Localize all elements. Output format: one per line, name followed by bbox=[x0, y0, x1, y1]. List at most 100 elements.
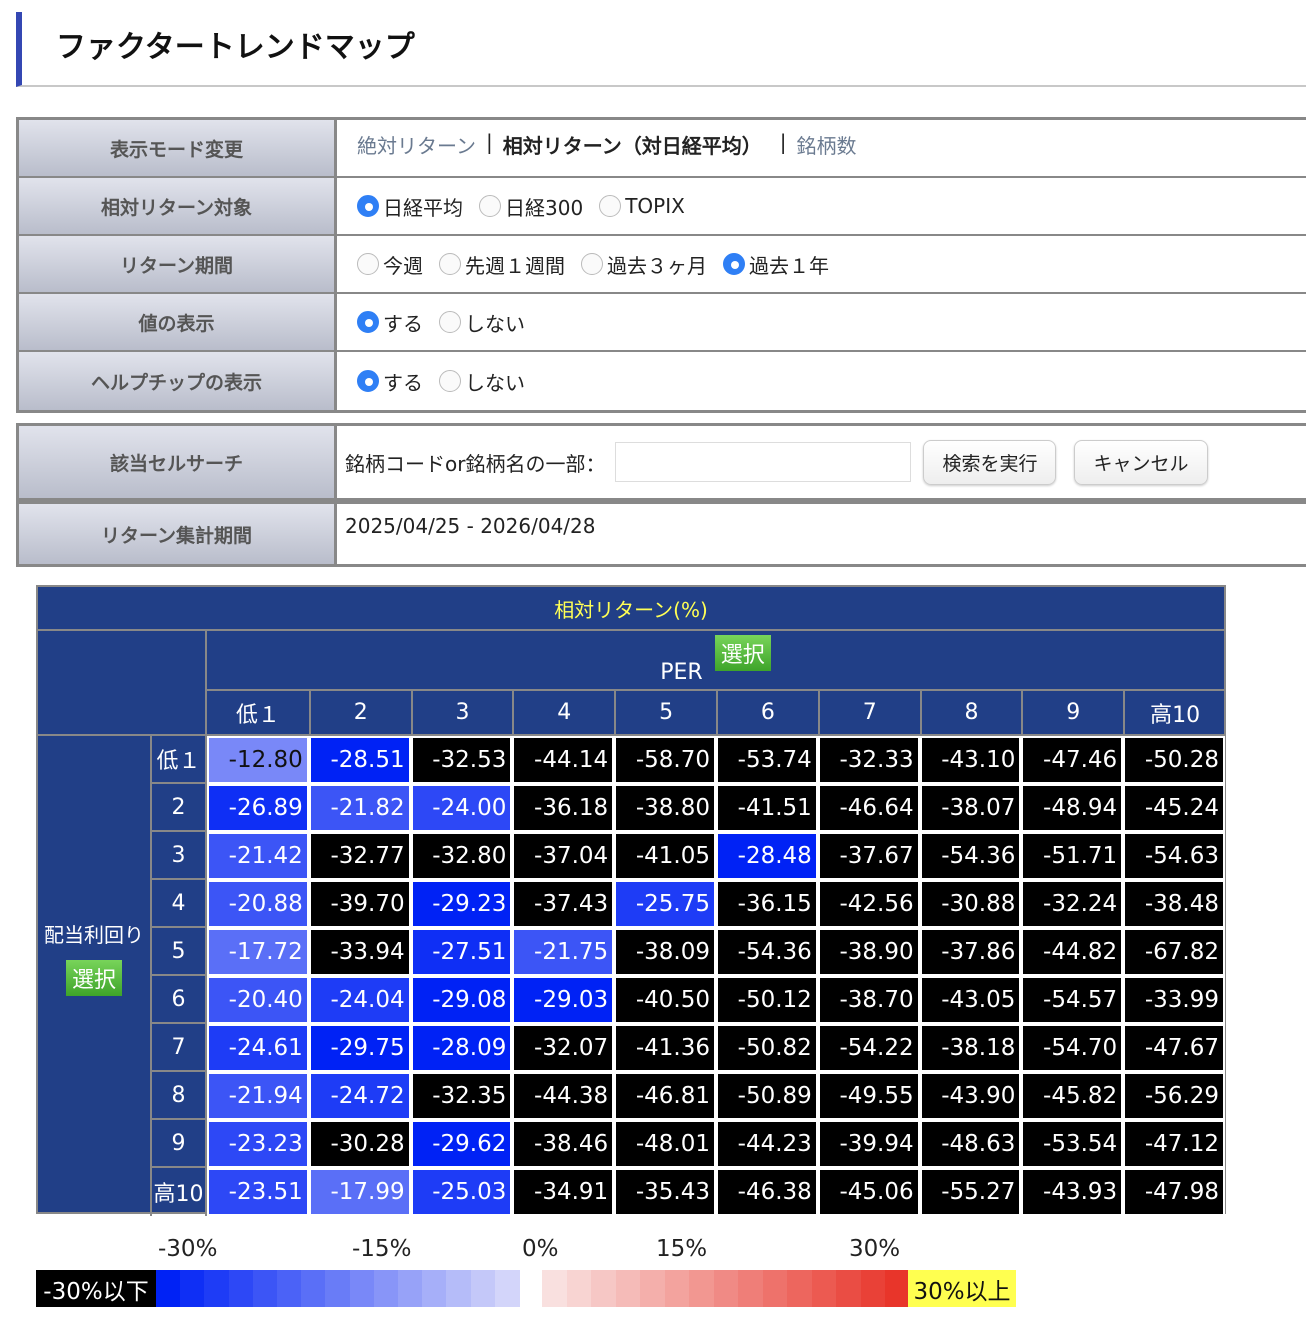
radio-button[interactable] bbox=[723, 253, 745, 275]
heatmap-cell[interactable]: -28.51 bbox=[308, 736, 411, 784]
heatmap-cell[interactable]: -23.23 bbox=[207, 1120, 309, 1168]
heatmap-cell[interactable]: -33.99 bbox=[1123, 976, 1225, 1024]
stock-count-link[interactable]: 銘柄数 bbox=[796, 134, 857, 158]
heatmap-cell[interactable]: -36.18 bbox=[512, 784, 615, 832]
heatmap-cell[interactable]: -37.43 bbox=[512, 880, 615, 928]
heatmap-cell[interactable]: -48.01 bbox=[614, 1120, 716, 1168]
heatmap-cell[interactable]: -38.48 bbox=[1123, 880, 1225, 928]
heatmap-cell[interactable]: -46.38 bbox=[716, 1168, 818, 1216]
period-radio-option[interactable]: 過去１年 bbox=[723, 250, 829, 279]
heatmap-cell[interactable]: -17.99 bbox=[308, 1168, 411, 1216]
heatmap-cell[interactable]: -32.35 bbox=[410, 1072, 513, 1120]
heatmap-cell[interactable]: -25.75 bbox=[614, 880, 716, 928]
heatmap-cell[interactable]: -24.72 bbox=[308, 1072, 411, 1120]
heatmap-cell[interactable]: -54.57 bbox=[1021, 976, 1124, 1024]
values-radio-option[interactable]: しない bbox=[439, 308, 525, 337]
heatmap-cell[interactable]: -58.70 bbox=[614, 736, 716, 784]
heatmap-cell[interactable]: -32.07 bbox=[512, 1024, 615, 1072]
heatmap-cell[interactable]: -23.51 bbox=[207, 1168, 309, 1216]
heatmap-cell[interactable]: -44.23 bbox=[716, 1120, 818, 1168]
heatmap-cell[interactable]: -30.88 bbox=[919, 880, 1022, 928]
heatmap-cell[interactable]: -21.75 bbox=[512, 928, 615, 976]
heatmap-cell[interactable]: -47.12 bbox=[1123, 1120, 1225, 1168]
heatmap-cell[interactable]: -21.82 bbox=[308, 784, 411, 832]
heatmap-cell[interactable]: -51.71 bbox=[1021, 832, 1124, 880]
radio-button[interactable] bbox=[357, 195, 379, 217]
heatmap-cell[interactable]: -21.42 bbox=[207, 832, 309, 880]
heatmap-cell[interactable]: -21.94 bbox=[207, 1072, 309, 1120]
heatmap-cell[interactable]: -41.05 bbox=[614, 832, 716, 880]
target-radio-option[interactable]: 日経300 bbox=[479, 192, 583, 221]
search-cancel-button[interactable]: キャンセル bbox=[1074, 439, 1208, 485]
heatmap-cell[interactable]: -17.72 bbox=[207, 928, 309, 976]
heatmap-cell[interactable]: -29.62 bbox=[410, 1120, 513, 1168]
heatmap-cell[interactable]: -29.08 bbox=[410, 976, 513, 1024]
heatmap-cell[interactable]: -50.12 bbox=[716, 976, 818, 1024]
heatmap-cell[interactable]: -40.50 bbox=[614, 976, 716, 1024]
heatmap-cell[interactable]: -38.07 bbox=[919, 784, 1022, 832]
period-radio-option[interactable]: 先週１週間 bbox=[439, 250, 565, 279]
heatmap-cell[interactable]: -67.82 bbox=[1123, 928, 1225, 976]
radio-button[interactable] bbox=[599, 195, 622, 217]
heatmap-cell[interactable]: -34.91 bbox=[512, 1168, 615, 1216]
heatmap-cell[interactable]: -38.09 bbox=[614, 928, 716, 976]
radio-button[interactable] bbox=[357, 370, 379, 392]
heatmap-cell[interactable]: -41.36 bbox=[614, 1024, 716, 1072]
heatmap-cell[interactable]: -48.94 bbox=[1021, 784, 1124, 832]
heatmap-cell[interactable]: -43.93 bbox=[1021, 1168, 1124, 1216]
radio-button[interactable] bbox=[439, 253, 461, 275]
radio-button[interactable] bbox=[357, 253, 379, 275]
heatmap-cell[interactable]: -38.80 bbox=[614, 784, 716, 832]
heatmap-cell[interactable]: -24.04 bbox=[308, 976, 411, 1024]
heatmap-cell[interactable]: -55.27 bbox=[919, 1168, 1022, 1216]
heatmap-cell[interactable]: -30.28 bbox=[308, 1120, 411, 1168]
heatmap-cell[interactable]: -47.46 bbox=[1021, 736, 1124, 784]
target-radio-option[interactable]: TOPIX bbox=[599, 194, 685, 218]
heatmap-cell[interactable]: -12.80 bbox=[207, 736, 309, 784]
heatmap-cell[interactable]: -43.05 bbox=[919, 976, 1022, 1024]
heatmap-cell[interactable]: -47.98 bbox=[1123, 1168, 1225, 1216]
heatmap-cell[interactable]: -54.22 bbox=[817, 1024, 920, 1072]
radio-button[interactable] bbox=[479, 195, 501, 217]
heatmap-cell[interactable]: -37.86 bbox=[919, 928, 1022, 976]
heatmap-cell[interactable]: -37.67 bbox=[817, 832, 920, 880]
heatmap-cell[interactable]: -26.89 bbox=[207, 784, 309, 832]
heatmap-cell[interactable]: -54.70 bbox=[1021, 1024, 1124, 1072]
heatmap-cell[interactable]: -56.29 bbox=[1123, 1072, 1225, 1120]
values-radio-option[interactable]: する bbox=[357, 308, 423, 337]
heatmap-cell[interactable]: -29.75 bbox=[308, 1024, 411, 1072]
heatmap-cell[interactable]: -32.80 bbox=[410, 832, 513, 880]
heatmap-cell[interactable]: -45.24 bbox=[1123, 784, 1225, 832]
radio-button[interactable] bbox=[357, 311, 379, 333]
heatmap-cell[interactable]: -50.28 bbox=[1123, 736, 1225, 784]
target-radio-option[interactable]: 日経平均 bbox=[357, 192, 463, 221]
per-select-button[interactable]: 選択 bbox=[714, 635, 771, 671]
heatmap-cell[interactable]: -43.90 bbox=[919, 1072, 1022, 1120]
heatmap-cell[interactable]: -43.10 bbox=[919, 736, 1022, 784]
heatmap-cell[interactable]: -53.54 bbox=[1021, 1120, 1124, 1168]
heatmap-cell[interactable]: -54.36 bbox=[919, 832, 1022, 880]
heatmap-cell[interactable]: -29.03 bbox=[512, 976, 615, 1024]
heatmap-cell[interactable]: -39.70 bbox=[308, 880, 411, 928]
heatmap-cell[interactable]: -54.63 bbox=[1123, 832, 1225, 880]
heatmap-cell[interactable]: -49.55 bbox=[817, 1072, 920, 1120]
heatmap-cell[interactable]: -37.04 bbox=[512, 832, 615, 880]
heatmap-cell[interactable]: -20.88 bbox=[207, 880, 309, 928]
heatmap-cell[interactable]: -25.03 bbox=[410, 1168, 513, 1216]
heatmap-cell[interactable]: -32.77 bbox=[308, 832, 411, 880]
heatmap-cell[interactable]: -24.00 bbox=[410, 784, 513, 832]
heatmap-cell[interactable]: -38.70 bbox=[817, 976, 920, 1024]
heatmap-cell[interactable]: -38.18 bbox=[919, 1024, 1022, 1072]
period-radio-option[interactable]: 今週 bbox=[357, 250, 423, 279]
heatmap-cell[interactable]: -33.94 bbox=[308, 928, 411, 976]
heatmap-cell[interactable]: -48.63 bbox=[919, 1120, 1022, 1168]
heatmap-cell[interactable]: -41.51 bbox=[716, 784, 818, 832]
heatmap-cell[interactable]: -46.64 bbox=[817, 784, 920, 832]
heatmap-cell[interactable]: -24.61 bbox=[207, 1024, 309, 1072]
radio-button[interactable] bbox=[439, 311, 461, 333]
period-radio-option[interactable]: 過去３ヶ月 bbox=[581, 250, 707, 279]
heatmap-cell[interactable]: -53.74 bbox=[716, 736, 818, 784]
heatmap-cell[interactable]: -32.53 bbox=[410, 736, 513, 784]
search-execute-button[interactable]: 検索を実行 bbox=[923, 439, 1057, 485]
heatmap-cell[interactable]: -39.94 bbox=[817, 1120, 920, 1168]
